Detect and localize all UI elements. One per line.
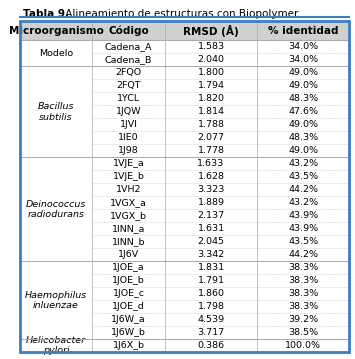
Text: 1.791: 1.791 (197, 276, 224, 285)
Text: Cadena_A: Cadena_A (105, 42, 152, 51)
Text: 1.800: 1.800 (197, 68, 224, 77)
Text: 1.583: 1.583 (197, 42, 225, 51)
Text: 1.798: 1.798 (197, 302, 224, 311)
Text: Haemophilus
inluenzae: Haemophilus inluenzae (25, 290, 87, 310)
Text: 1VGX_b: 1VGX_b (110, 211, 147, 220)
Text: 3.323: 3.323 (197, 185, 225, 194)
Text: 38.5%: 38.5% (288, 328, 318, 337)
Text: 1JOE_a: 1JOE_a (112, 263, 145, 272)
Text: 1.778: 1.778 (197, 146, 224, 155)
Text: 1VJE_a: 1VJE_a (113, 159, 144, 168)
Text: Deinococcus
radiodurans: Deinococcus radiodurans (26, 200, 86, 219)
Text: Alineamiento de estructuras con Biopolymer.: Alineamiento de estructuras con Biopolym… (62, 9, 301, 19)
Text: 4.539: 4.539 (197, 315, 225, 324)
Text: 49.0%: 49.0% (288, 81, 318, 90)
Text: 39.2%: 39.2% (288, 315, 318, 324)
Text: 38.3%: 38.3% (288, 263, 318, 272)
Text: 1INN_b: 1INN_b (112, 237, 145, 246)
Text: 3.717: 3.717 (197, 328, 225, 337)
Text: 49.0%: 49.0% (288, 146, 318, 155)
Text: 1VH2: 1VH2 (116, 185, 141, 194)
Text: 100.0%: 100.0% (285, 341, 321, 350)
Text: 1.831: 1.831 (197, 263, 225, 272)
Text: 43.2%: 43.2% (288, 198, 318, 207)
Text: 1JOE_b: 1JOE_b (112, 276, 145, 285)
Text: 44.2%: 44.2% (288, 185, 318, 194)
Text: 1J6V: 1J6V (118, 250, 139, 259)
Text: 48.3%: 48.3% (288, 94, 318, 103)
Text: 1.889: 1.889 (197, 198, 224, 207)
Text: 1JQW: 1JQW (116, 107, 141, 116)
Text: 2.137: 2.137 (197, 211, 225, 220)
Text: 38.3%: 38.3% (288, 302, 318, 311)
Text: 1.633: 1.633 (197, 159, 225, 168)
Text: 1VJE_b: 1VJE_b (113, 172, 144, 181)
Text: 44.2%: 44.2% (288, 250, 318, 259)
Text: 43.2%: 43.2% (288, 159, 318, 168)
Text: Microorganismo: Microorganismo (9, 25, 104, 36)
Text: 43.9%: 43.9% (288, 211, 318, 220)
Text: 49.0%: 49.0% (288, 68, 318, 77)
Text: 2FQO: 2FQO (115, 68, 142, 77)
Text: 1JVI: 1JVI (120, 120, 138, 129)
Text: Tabla 9.: Tabla 9. (23, 9, 69, 19)
Text: 1J6W_b: 1J6W_b (111, 328, 146, 337)
Text: Modelo: Modelo (39, 49, 73, 58)
Text: 1.814: 1.814 (197, 107, 224, 116)
Text: 38.3%: 38.3% (288, 276, 318, 285)
Text: 1VGX_a: 1VGX_a (110, 198, 147, 207)
Text: % identidad: % identidad (268, 25, 339, 36)
Text: 47.6%: 47.6% (288, 107, 318, 116)
Bar (20, 21, 349, 40)
Text: RMSD (Å): RMSD (Å) (183, 24, 239, 37)
Text: 48.3%: 48.3% (288, 133, 318, 142)
Text: Cadena_B: Cadena_B (105, 55, 152, 64)
Text: 34.0%: 34.0% (288, 55, 318, 64)
Text: 1.628: 1.628 (197, 172, 224, 181)
Text: 1J6W_a: 1J6W_a (111, 315, 146, 324)
Text: 43.9%: 43.9% (288, 224, 318, 233)
Text: 2FQT: 2FQT (116, 81, 141, 90)
Text: 38.3%: 38.3% (288, 289, 318, 298)
Text: 1.788: 1.788 (197, 120, 224, 129)
Text: 1JOE_c: 1JOE_c (113, 289, 144, 298)
Text: 43.5%: 43.5% (288, 237, 318, 246)
Text: 1J6X_b: 1J6X_b (113, 341, 144, 350)
Text: 43.5%: 43.5% (288, 172, 318, 181)
Text: 34.0%: 34.0% (288, 42, 318, 51)
Text: 1.794: 1.794 (197, 81, 224, 90)
Text: 1.631: 1.631 (197, 224, 225, 233)
Text: 49.0%: 49.0% (288, 120, 318, 129)
Text: 2.077: 2.077 (197, 133, 224, 142)
Text: Helicobacter
pylori: Helicobacter pylori (26, 336, 86, 355)
Text: 1YCL: 1YCL (117, 94, 140, 103)
Text: 1IE0: 1IE0 (118, 133, 139, 142)
Text: Código: Código (108, 25, 149, 36)
Text: 1INN_a: 1INN_a (112, 224, 145, 233)
Text: 1.860: 1.860 (197, 289, 224, 298)
Text: 1.820: 1.820 (197, 94, 224, 103)
Text: 2.045: 2.045 (197, 237, 224, 246)
Text: 3.342: 3.342 (197, 250, 225, 259)
Text: 0.386: 0.386 (197, 341, 225, 350)
Text: 1J98: 1J98 (118, 146, 139, 155)
Text: Bacillus
subtilis: Bacillus subtilis (38, 102, 74, 122)
Text: 1JOE_d: 1JOE_d (112, 302, 145, 311)
Text: 2.040: 2.040 (197, 55, 224, 64)
